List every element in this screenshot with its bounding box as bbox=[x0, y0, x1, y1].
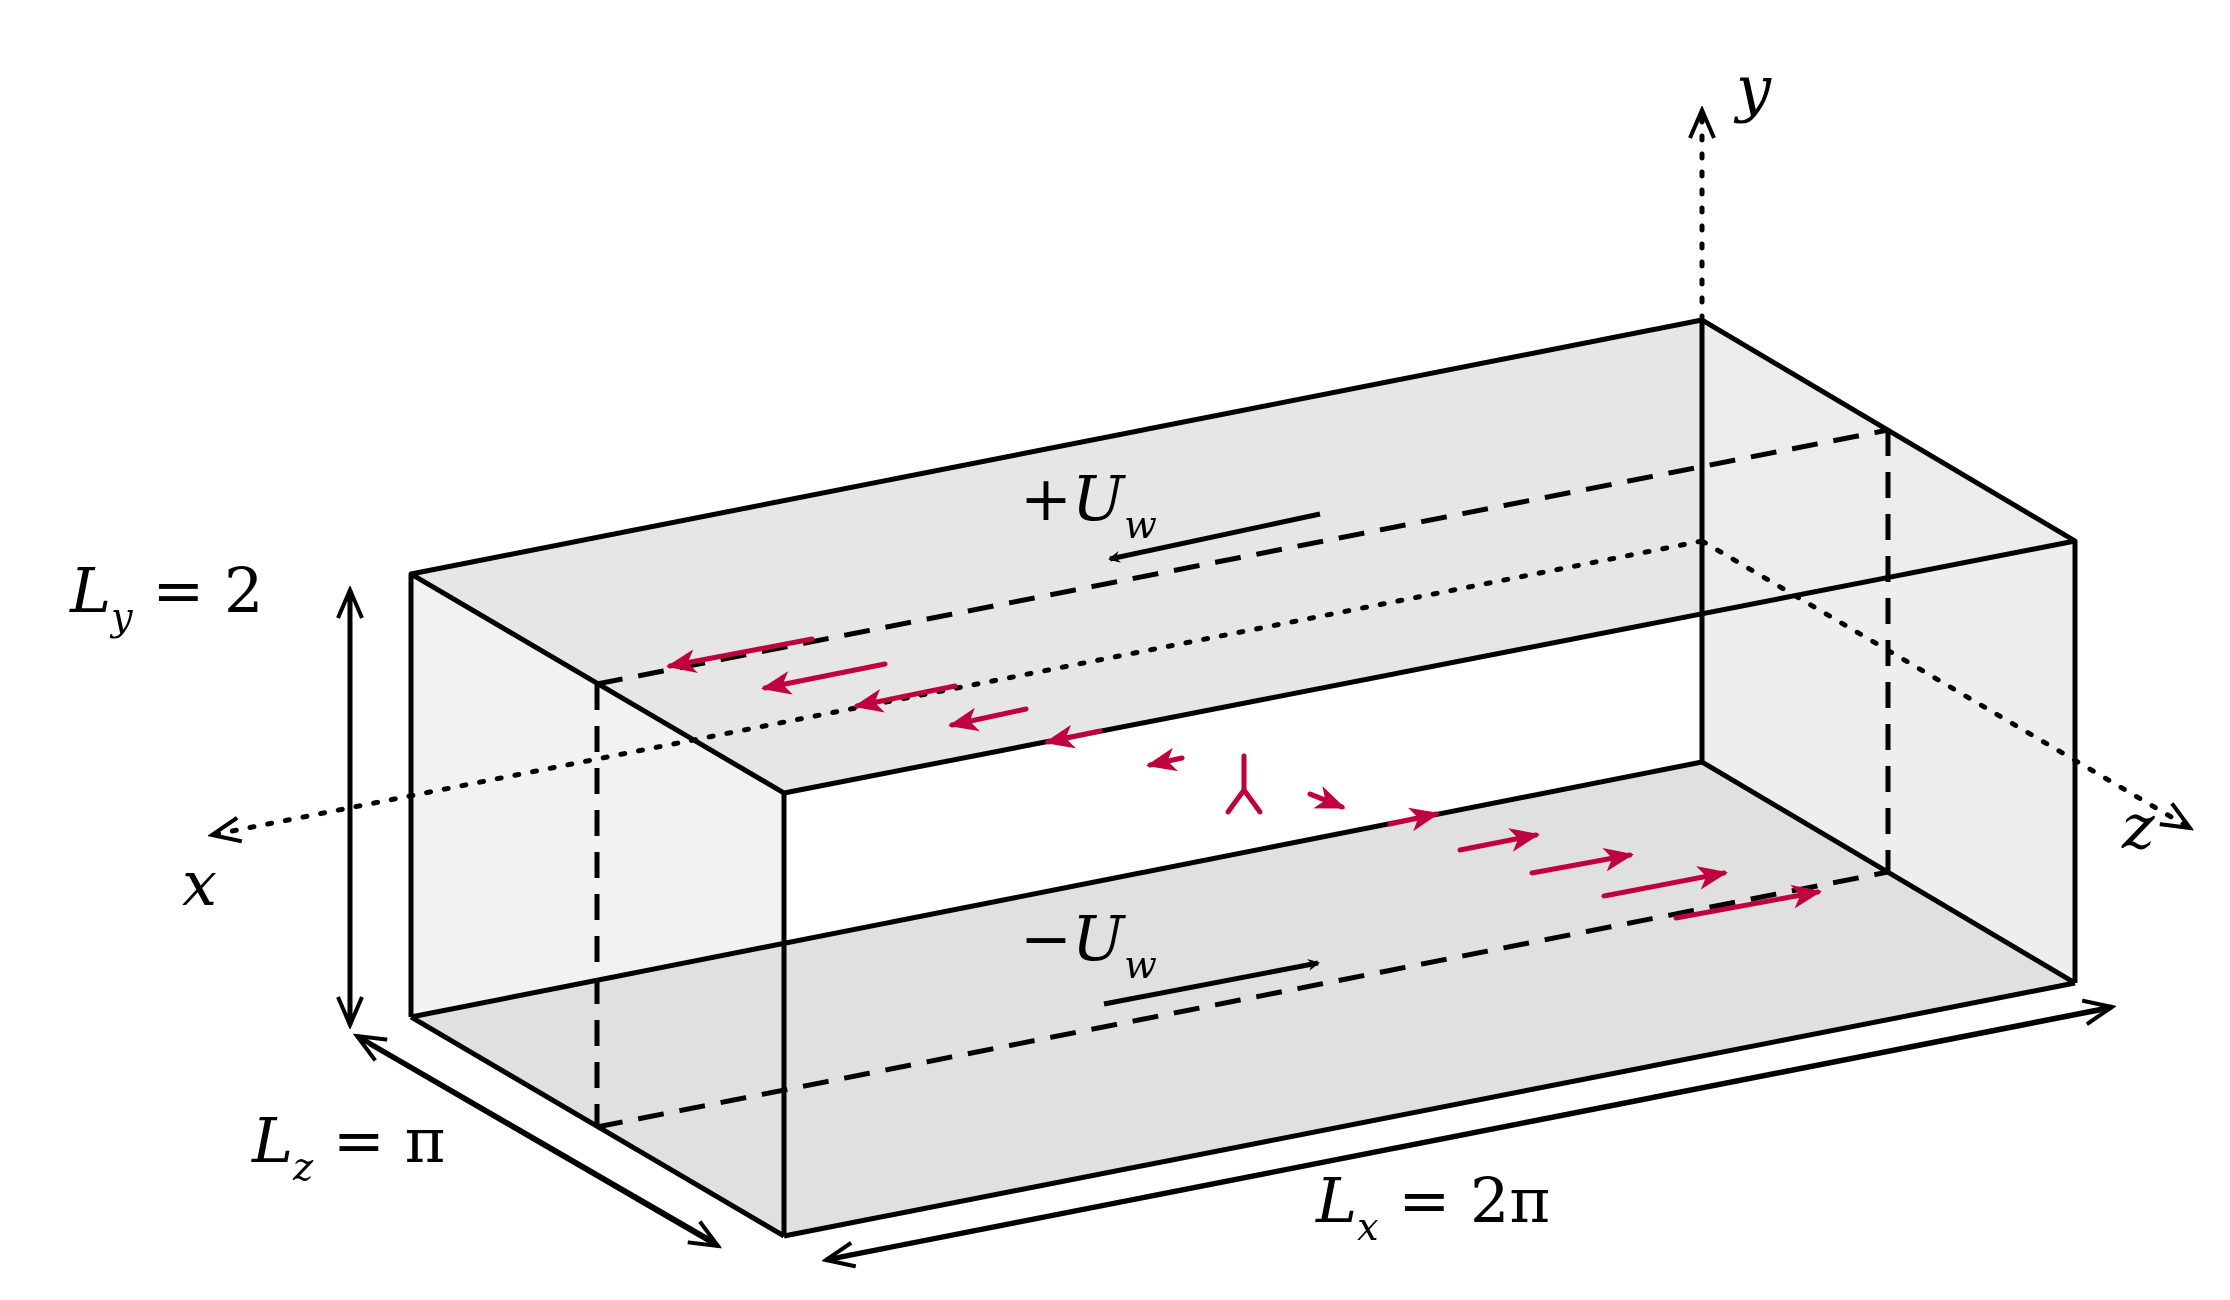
profile-arrow bbox=[666, 636, 815, 673]
wall-labels: +Uw −Uw bbox=[1020, 462, 1157, 987]
profile-arrow bbox=[1673, 884, 1822, 921]
ly-label: Ly = 2 bbox=[69, 554, 263, 639]
y-axis-label: y bbox=[1733, 52, 1772, 125]
profile-arrow bbox=[1044, 724, 1103, 749]
profile-arrow bbox=[853, 683, 958, 713]
z-axis-line bbox=[1699, 538, 2190, 828]
z-axis-label: z bbox=[2121, 790, 2155, 863]
x-axis-label: x bbox=[182, 847, 217, 920]
x-axis-line bbox=[212, 538, 1705, 835]
profile-arrow bbox=[1307, 786, 1346, 810]
profile-arrow bbox=[761, 661, 888, 695]
profile-arrow bbox=[1529, 847, 1634, 876]
bottom-wall-arrow bbox=[1103, 958, 1320, 1007]
profile-arrow bbox=[1146, 747, 1185, 772]
profile-arrow-head bbox=[1225, 787, 1263, 815]
axes-dotted bbox=[212, 110, 2190, 835]
profile-arrow bbox=[1601, 866, 1728, 899]
dimension-arrows bbox=[350, 590, 2112, 1260]
lx-label: Lx = 2π bbox=[1315, 1164, 1550, 1249]
lz-label: Lz = π bbox=[251, 1104, 445, 1189]
wall-velocity-arrows bbox=[1103, 511, 1321, 1007]
profile-arrow bbox=[1457, 828, 1540, 853]
axis-labels: y x z bbox=[182, 52, 2155, 920]
box-edges bbox=[408, 317, 2078, 1239]
profile-arrow bbox=[948, 706, 1029, 732]
velocity-profile bbox=[666, 636, 1822, 921]
dimension-labels: Ly = 2 Lz = π Lx = 2π bbox=[69, 554, 1550, 1249]
top-wall-label: +Uw bbox=[1020, 462, 1157, 547]
bottom-wall-label: −Uw bbox=[1020, 902, 1157, 987]
bottom-face bbox=[411, 762, 2075, 1236]
profile-arrow bbox=[1387, 807, 1440, 832]
top-wall-arrow bbox=[1108, 511, 1321, 563]
